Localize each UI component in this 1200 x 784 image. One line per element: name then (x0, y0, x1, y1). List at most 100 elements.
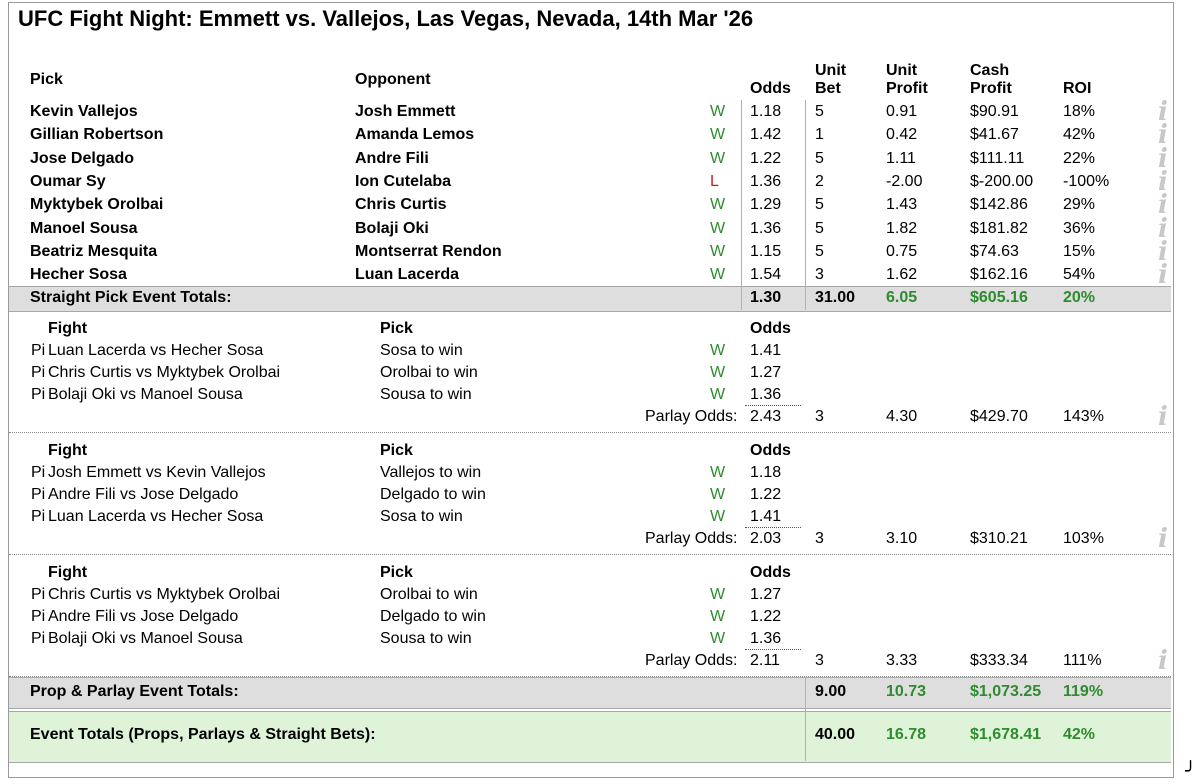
result-badge: W (710, 103, 726, 120)
leg-odds: 1.27 (750, 364, 782, 381)
prop-totals-row (9, 677, 1171, 709)
cash-profit-value: $-200.00 (970, 172, 1034, 190)
leg-odds: 1.36 (750, 386, 782, 403)
leg-prefix: Pi (31, 508, 46, 525)
roi-value: 15% (1063, 242, 1096, 260)
info-icon[interactable]: i (1158, 166, 1168, 197)
info-icon[interactable]: i (1158, 236, 1168, 267)
parlay-unit-bet: 3 (815, 408, 824, 425)
block-separator (9, 554, 1171, 555)
leg-odds: 1.41 (750, 342, 782, 359)
opponent-name: Amanda Lemos (355, 126, 475, 144)
opponent-name: Andre Fili (355, 149, 429, 167)
leg-pick: Vallejos to win (380, 464, 482, 481)
cash-profit-value: $90.91 (970, 103, 1019, 120)
column-divider (805, 100, 806, 310)
pick-name: Jose Delgado (30, 149, 135, 167)
leg-odds: 1.22 (750, 608, 782, 625)
pick-name: Oumar Sy (30, 172, 106, 190)
roi-value: 29% (1063, 196, 1096, 214)
info-icon[interactable]: i (1158, 260, 1168, 291)
prop-totals-unit-profit: 10.73 (886, 683, 927, 700)
straight-totals-cash-profit: $605.16 (970, 289, 1028, 306)
leg-prefix: Pi (31, 630, 46, 647)
straight-totals-roi: 20% (1063, 289, 1096, 306)
sheet-frame (8, 2, 1174, 778)
leg-result: W (710, 586, 726, 603)
parlay-unit-profit: 3.10 (886, 530, 918, 547)
corner-hook-icon: ╯ (1185, 761, 1196, 781)
roi-value: 42% (1063, 126, 1096, 144)
header-cash-profit-1: Cash (970, 62, 1010, 79)
info-icon[interactable]: i (1158, 120, 1168, 151)
leg-fight: Chris Curtis vs Myktybek Orolbai (48, 364, 281, 381)
parlay-odds-rule (745, 405, 801, 406)
cash-profit-value: $41.67 (970, 126, 1019, 144)
parlay-roi: 143% (1063, 408, 1104, 425)
leg-odds: 1.22 (750, 486, 782, 503)
parlay-odds-label: Parlay Odds: (645, 530, 738, 547)
unit-profit-value: 1.11 (886, 149, 916, 167)
pick-name: Gillian Robertson (30, 126, 164, 144)
leg-odds: 1.18 (750, 464, 782, 481)
block-separator (9, 676, 1171, 677)
leg-result: W (710, 342, 726, 359)
pick-name: Beatriz Mesquita (30, 242, 158, 260)
leg-pick: Sosa to win (380, 342, 463, 359)
leg-pick: Sousa to win (380, 630, 472, 647)
info-icon[interactable]: i (1158, 97, 1168, 127)
unit-bet-value: 5 (815, 196, 824, 214)
odds-value: 1.54 (750, 266, 782, 284)
parlay-odds-rule (745, 527, 801, 528)
opponent-name: Luan Lacerda (355, 266, 460, 284)
leg-fight: Andre Fili vs Jose Delgado (48, 486, 239, 503)
info-icon[interactable]: i (1158, 524, 1168, 554)
info-icon[interactable]: i (1158, 402, 1168, 432)
opponent-name: Chris Curtis (355, 196, 447, 214)
parlay-odds-value: 2.11 (750, 652, 780, 669)
unit-bet-value: 1 (815, 126, 824, 144)
parlay-cash-profit: $333.34 (970, 652, 1028, 669)
parlay-header-pick: Pick (380, 442, 413, 459)
info-icon[interactable]: i (1158, 213, 1168, 244)
unit-profit-value: 1.62 (886, 266, 918, 284)
header-unit-profit-2: Profit (886, 80, 928, 97)
leg-fight: Andre Fili vs Jose Delgado (48, 608, 239, 625)
parlay-header-odds: Odds (750, 564, 791, 581)
event-totals-roi: 42% (1063, 726, 1096, 743)
prop-totals-cash-profit: $1,073.25 (970, 683, 1042, 700)
unit-profit-value: 0.91 (886, 103, 918, 120)
leg-result: W (710, 386, 726, 403)
result-badge: W (710, 266, 726, 284)
unit-profit-value: 1.43 (886, 196, 918, 214)
odds-value: 1.15 (750, 242, 782, 260)
parlay-header-odds: Odds (750, 320, 791, 337)
unit-bet-value: 2 (815, 172, 824, 190)
straight-totals-unit-profit: 6.05 (886, 289, 918, 306)
cash-profit-value: $74.63 (970, 242, 1019, 260)
cash-profit-value: $142.86 (970, 196, 1028, 214)
info-icon[interactable]: i (1158, 143, 1168, 174)
info-icon[interactable]: i (1158, 190, 1168, 221)
leg-pick: Sosa to win (380, 508, 463, 525)
leg-result: W (710, 630, 726, 647)
leg-pick: Delgado to win (380, 608, 486, 625)
column-divider (805, 677, 806, 761)
opponent-name: Montserrat Rendon (355, 242, 502, 260)
leg-prefix: Pi (31, 486, 46, 503)
straight-totals-unit-bet: 31.00 (815, 289, 856, 306)
roi-value: 54% (1063, 266, 1096, 284)
parlay-unit-profit: 4.30 (886, 408, 918, 425)
cash-profit-value: $162.16 (970, 266, 1028, 284)
parlay-header-pick: Pick (380, 564, 413, 581)
unit-bet-value: 5 (815, 149, 824, 167)
parlay-cash-profit: $310.21 (970, 530, 1028, 547)
info-icon[interactable]: i (1158, 646, 1168, 676)
straight-totals-row (9, 286, 1171, 312)
unit-profit-value: 0.75 (886, 242, 918, 260)
prop-totals-roi: 119% (1063, 683, 1104, 700)
event-totals-label: Event Totals (Props, Parlays & Straight … (30, 726, 376, 743)
header-unit-profit-1: Unit (886, 62, 918, 79)
parlay-header-fight: Fight (48, 442, 88, 459)
leg-fight: Luan Lacerda vs Hecher Sosa (48, 508, 264, 525)
